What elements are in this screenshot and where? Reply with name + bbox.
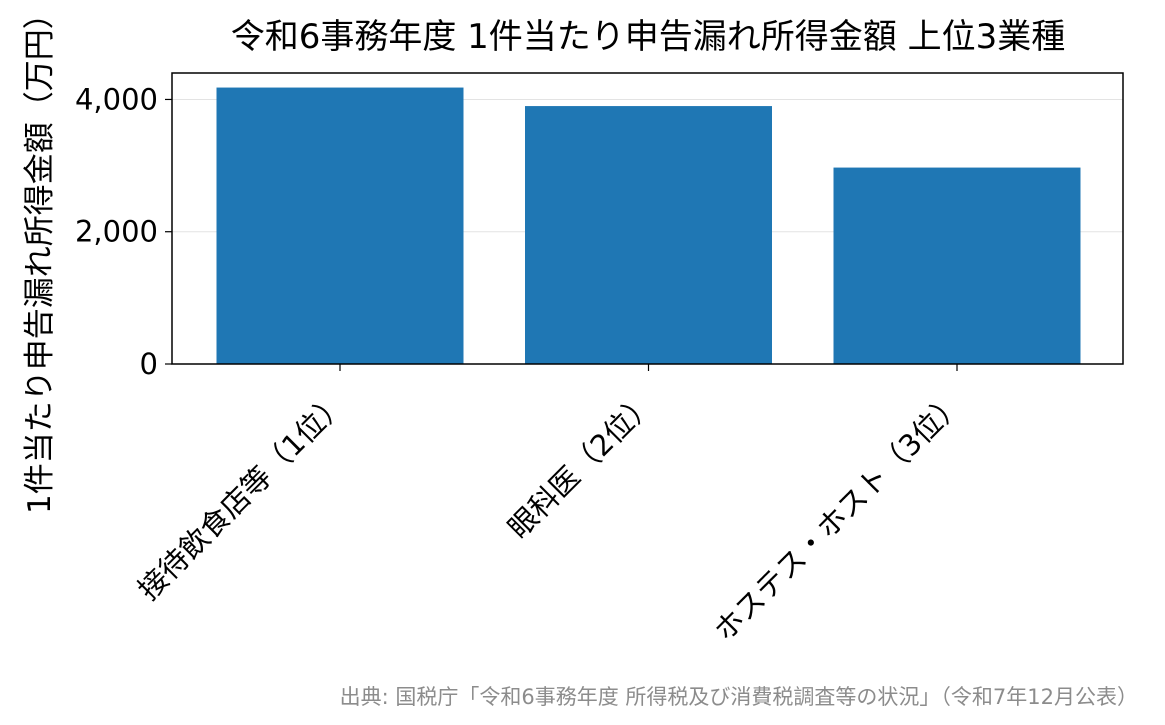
x-tick-label: 眼科医（2位）	[501, 385, 661, 545]
bars	[216, 87, 1081, 365]
y-axis-ticks: 0 2,000 4,000	[75, 82, 172, 381]
chart-title: 令和6事務年度 1件当たり申告漏れ所得金額 上位3業種	[231, 17, 1066, 57]
source-note: 出典: 国税庁「令和6事務年度 所得税及び消費税調査等の状況」（令和7年12月公…	[340, 685, 1138, 709]
y-tick-label: 4,000	[75, 82, 158, 116]
bar	[525, 106, 772, 365]
y-tick-label: 0	[140, 347, 158, 381]
bar	[216, 87, 464, 365]
x-tick-label: 接待飲食店等（1位）	[131, 385, 353, 607]
y-axis-label: 1件当たり申告漏れ所得金額（万円）	[22, 0, 58, 514]
x-tick-label: ホステス・ホスト（3位）	[707, 385, 970, 648]
x-axis-ticks: 接待飲食店等（1位） 眼科医（2位） ホステス・ホスト（3位）	[131, 364, 970, 648]
bar	[833, 167, 1081, 364]
y-tick-label: 2,000	[75, 215, 158, 249]
plot-area-frame	[171, 72, 1124, 365]
